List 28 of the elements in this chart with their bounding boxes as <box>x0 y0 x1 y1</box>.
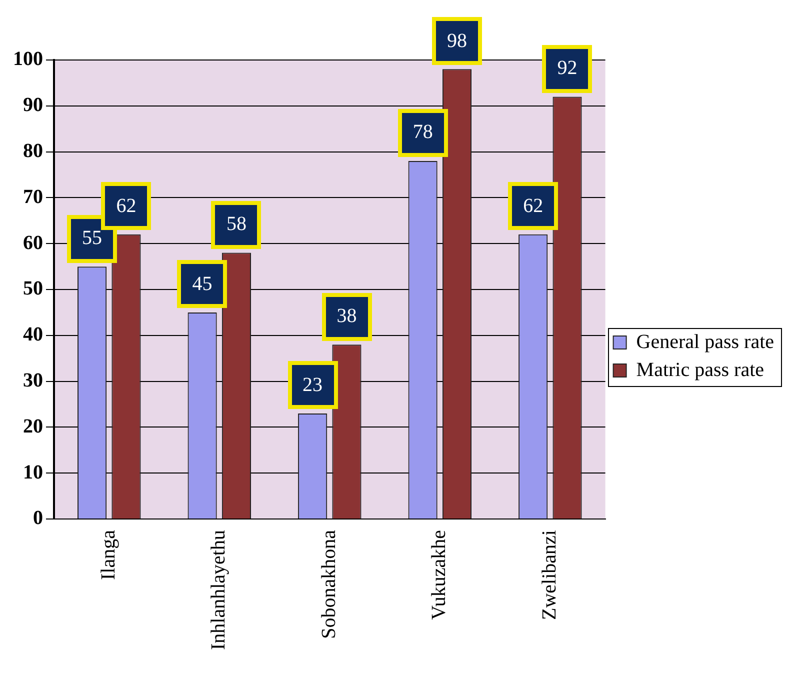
data-label: 98 <box>432 17 482 66</box>
data-label: 62 <box>101 182 152 230</box>
y-tick-label: 100 <box>13 48 43 70</box>
data-label: 55 <box>67 214 118 263</box>
y-tick-label: 30 <box>23 370 43 392</box>
y-tick-label: 40 <box>23 324 43 346</box>
y-tick-label: 70 <box>23 186 43 208</box>
data-label: 45 <box>177 260 228 308</box>
y-tick-label: 50 <box>23 278 43 300</box>
y-tick-label: 10 <box>23 461 43 484</box>
y-tick-label: 90 <box>23 94 43 116</box>
data-label: 23 <box>288 361 338 410</box>
x-tick-label: Sobonakhona <box>318 530 340 639</box>
legend-label: General pass rate <box>636 330 774 353</box>
data-label: 92 <box>542 44 592 93</box>
x-tick-label: Inhlanhlayethu <box>208 530 230 650</box>
x-tick-label: Ilanga <box>97 530 120 580</box>
data-label: 58 <box>211 200 262 249</box>
x-tick-label: Vukuzakhe <box>428 530 450 620</box>
y-tick-label: 0 <box>33 507 43 530</box>
x-tick-label: Zwelibanzi <box>538 530 560 620</box>
y-tick-label: 20 <box>23 415 43 438</box>
data-label: 62 <box>508 182 558 230</box>
data-label: 78 <box>398 108 448 157</box>
y-tick-label: 60 <box>23 232 43 254</box>
legend-label: Matric pass rate <box>636 358 764 381</box>
data-label: 38 <box>322 292 372 341</box>
y-tick-label: 80 <box>23 140 43 162</box>
